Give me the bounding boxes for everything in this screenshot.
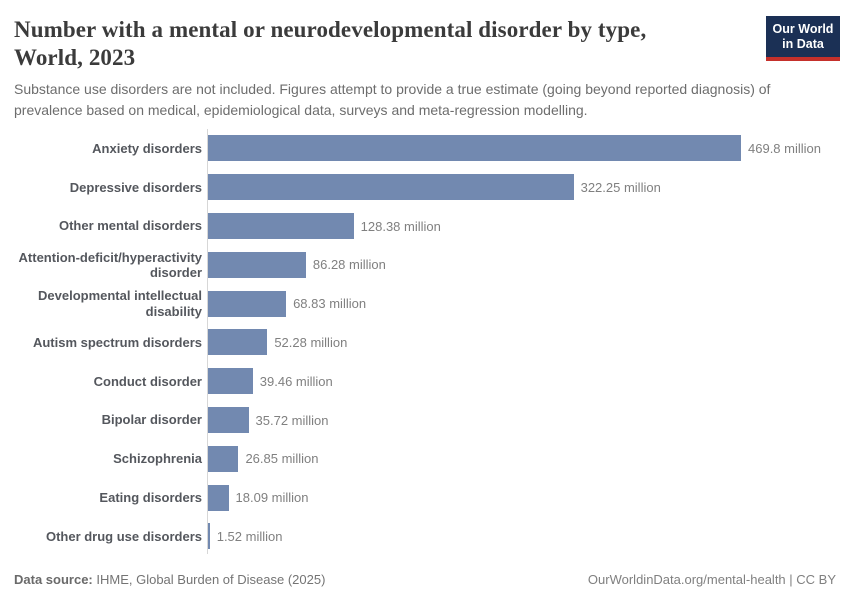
owid-logo-line2: in Data [782, 36, 824, 51]
category-label: Bipolar disorder [101, 412, 202, 428]
owid-logo[interactable]: Our World in Data [766, 16, 840, 61]
bar-track: 52.28 million [208, 329, 836, 356]
chart-subtitle: Substance use disorders are not included… [14, 81, 771, 119]
credit-link[interactable]: OurWorldinData.org/mental-health | CC BY [587, 572, 836, 587]
value-label: 68.83 million [293, 296, 367, 312]
bar-track: 39.46 million [208, 368, 836, 395]
bar-track: 26.85 million [208, 445, 836, 472]
bar[interactable] [208, 407, 249, 434]
chart-title: Number with a mental or neurodevelopment… [14, 17, 647, 71]
data-source: Data source: IHME, Global Burden of Dise… [14, 572, 325, 587]
value-label: 18.09 million [235, 490, 309, 506]
bar-track: 68.83 million [208, 290, 836, 317]
bar[interactable] [208, 213, 354, 240]
category-label: Developmental intellectual disability [38, 288, 202, 319]
value-label: 469.8 million [748, 140, 821, 156]
data-source-value: IHME, Global Burden of Disease (2025) [92, 572, 326, 587]
data-source-label: Data source: [14, 572, 93, 587]
chart-row: Depressive disorders 322.25 million [14, 168, 836, 207]
bar[interactable] [208, 368, 253, 395]
value-label: 86.28 million [312, 257, 386, 273]
value-label: 1.52 million [216, 528, 283, 544]
value-label: 322.25 million [580, 179, 661, 195]
value-label: 39.46 million [259, 373, 333, 389]
bar[interactable] [208, 445, 239, 472]
bar-track: 86.28 million [208, 251, 836, 278]
chart-row: Conduct disorder 39.46 million [14, 362, 836, 401]
category-label: Eating disorders [99, 490, 202, 505]
bar-track: 35.72 million [208, 407, 836, 434]
bar[interactable] [208, 251, 306, 278]
bar[interactable] [208, 135, 741, 162]
category-label: Autism spectrum disorders [32, 334, 202, 350]
bar-track: 469.8 million [208, 135, 836, 162]
bar[interactable] [208, 174, 574, 201]
chart-row: Other drug use disorders 1.52 million [14, 517, 836, 556]
bar[interactable] [208, 523, 210, 550]
bar[interactable] [208, 329, 268, 356]
value-label: 26.85 million [245, 451, 319, 467]
category-label: Schizophrenia [113, 451, 202, 467]
bar-track: 18.09 million [208, 484, 836, 511]
category-label: Depressive disorders [69, 179, 202, 195]
chart-row: Anxiety disorders 469.8 million [14, 129, 836, 168]
chart-footer: Data source: IHME, Global Burden of Dise… [14, 572, 836, 587]
chart-row: Bipolar disorder 35.72 million [14, 401, 836, 440]
category-label: Anxiety disorders [92, 140, 202, 156]
category-label: Attention-deficit/hyperactivity disorder [18, 249, 202, 280]
value-label: 128.38 million [360, 218, 441, 234]
category-label: Other mental disorders [58, 218, 202, 234]
chart-row: Other mental disorders 128.38 million [14, 207, 836, 246]
bar-track: 322.25 million [208, 174, 836, 201]
chart-row: Attention-deficit/hyperactivity disorder… [14, 245, 836, 284]
chart-row: Eating disorders 18.09 million [14, 478, 836, 517]
bar-chart: Anxiety disorders 469.8 million Depressive… [14, 129, 836, 556]
chart-row: Schizophrenia 26.85 million [14, 439, 836, 478]
chart-row: Developmental intellectual disability 68.… [14, 284, 836, 323]
y-axis-line [207, 129, 208, 554]
value-label: 35.72 million [255, 412, 329, 428]
category-label: Other drug use disorders [45, 528, 202, 544]
value-label: 52.28 million [274, 334, 348, 350]
owid-logo-line1: Our World [772, 22, 834, 36]
chart-row: Autism spectrum disorders 52.28 million [14, 323, 836, 362]
bar[interactable] [208, 290, 287, 317]
bar-track: 128.38 million [208, 213, 836, 240]
category-label: Conduct disorder [93, 373, 202, 389]
bar-track: 1.52 million [208, 523, 836, 550]
bar[interactable] [208, 484, 229, 511]
